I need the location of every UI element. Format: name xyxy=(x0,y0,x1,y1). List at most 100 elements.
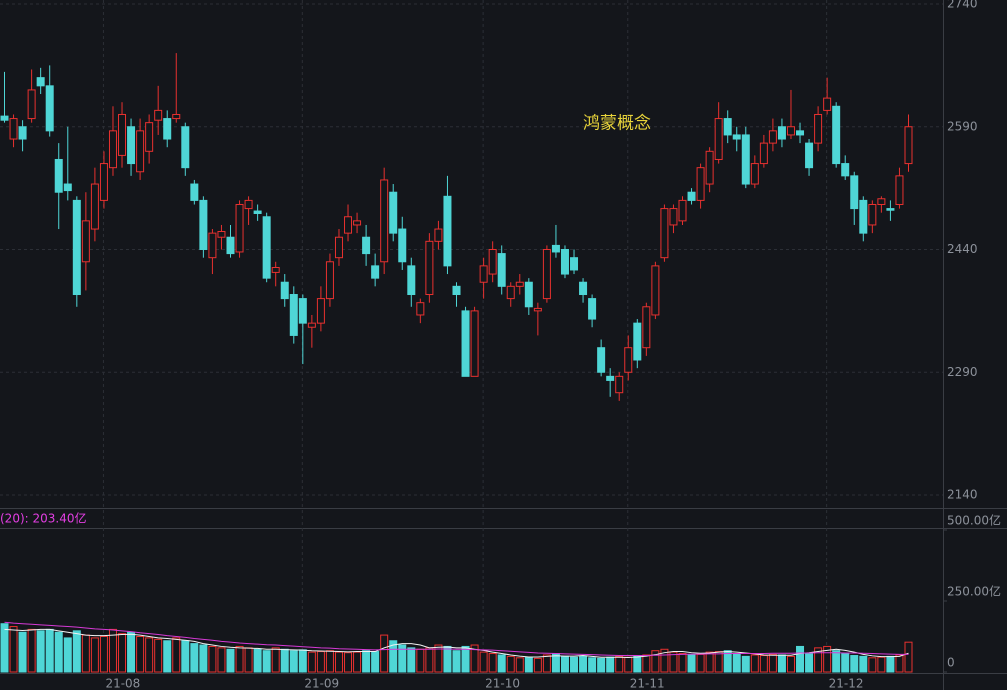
candle-body xyxy=(81,220,90,263)
candle-body xyxy=(425,240,434,296)
volume-bar xyxy=(443,645,452,673)
volume-bar xyxy=(244,647,253,673)
candle-body xyxy=(226,236,235,255)
candle-body xyxy=(181,126,190,169)
volume-bar xyxy=(181,640,190,673)
candle-body xyxy=(18,126,27,140)
x-tick-label: 21-11 xyxy=(630,677,665,690)
candle-body xyxy=(108,130,117,169)
candle-body xyxy=(470,310,479,377)
candle-body xyxy=(886,208,895,211)
volume-bar xyxy=(27,628,36,673)
candle-body xyxy=(36,77,45,87)
candle-body xyxy=(678,199,687,222)
candle-body xyxy=(118,113,127,156)
candle-body xyxy=(687,191,696,201)
candle-body xyxy=(145,122,154,152)
volume-bar xyxy=(506,655,515,673)
candle-body xyxy=(54,158,63,193)
volume-bar xyxy=(154,638,163,673)
volume-bar xyxy=(163,640,172,673)
volume-bar xyxy=(777,654,786,673)
candle-body xyxy=(732,134,741,140)
volume-label: (20): 203.40亿 xyxy=(0,511,86,526)
candle-body xyxy=(334,236,343,259)
candle-body xyxy=(0,115,9,121)
volume-ma-line xyxy=(4,621,909,657)
candle-body xyxy=(353,220,362,226)
candle-body xyxy=(398,228,407,263)
candle-body xyxy=(325,261,334,300)
candle-body xyxy=(904,126,913,165)
volume-bar xyxy=(877,656,886,673)
volume-bar xyxy=(0,623,9,673)
volume-bar xyxy=(768,653,777,673)
candle-body xyxy=(515,281,524,287)
candle-body xyxy=(597,347,606,373)
volume-bar xyxy=(615,655,624,673)
volume-bar xyxy=(280,648,289,673)
volume-bar xyxy=(805,653,814,673)
candle-body xyxy=(524,281,533,308)
volume-bar xyxy=(606,656,615,673)
volume-bar xyxy=(36,630,45,673)
volume-bar xyxy=(316,651,325,673)
candle-body xyxy=(452,285,461,296)
volume-bar xyxy=(172,637,181,673)
volume-bar xyxy=(298,649,307,673)
candle-body xyxy=(280,281,289,300)
candle-body xyxy=(696,167,705,201)
y-tick-label: 2740 xyxy=(947,0,978,11)
candle-body xyxy=(723,118,732,136)
volume-bar xyxy=(524,656,533,673)
volume-bar xyxy=(208,645,217,673)
volume-bar xyxy=(325,650,334,673)
volume-bar xyxy=(407,647,416,673)
volume-bar xyxy=(145,637,154,673)
volume-bar xyxy=(714,651,723,673)
candle-body xyxy=(136,130,145,173)
volume-bar xyxy=(461,645,470,673)
candle-body xyxy=(253,210,262,214)
volume-bar xyxy=(786,655,795,673)
candle-body xyxy=(271,267,280,273)
candle-body xyxy=(759,142,768,165)
volume-bar xyxy=(741,655,750,673)
candle-body xyxy=(714,118,723,160)
y-tick-label: 2140 xyxy=(947,488,978,502)
candle-body xyxy=(262,216,271,279)
candle-body xyxy=(154,109,163,121)
candle-body xyxy=(389,191,398,234)
candle-body xyxy=(380,179,389,263)
volume-bar xyxy=(136,636,145,673)
volume-bar xyxy=(895,654,904,673)
volume-bar xyxy=(334,651,343,673)
candle-body xyxy=(570,257,579,271)
candle-body xyxy=(868,203,877,226)
volume-bar xyxy=(416,648,425,673)
volume-bar xyxy=(271,647,280,673)
candle-body xyxy=(244,199,253,210)
y-tick-label: 2440 xyxy=(947,242,978,256)
candle-body xyxy=(289,294,298,336)
volume-bar xyxy=(389,640,398,673)
volume-bar xyxy=(633,655,642,673)
volume-bar xyxy=(678,653,687,673)
candle-body xyxy=(443,195,452,267)
x-tick-label: 21-12 xyxy=(829,677,864,690)
volume-bar xyxy=(54,631,63,673)
volume-bar xyxy=(823,645,832,673)
candle-body xyxy=(172,113,181,120)
candle-body xyxy=(606,375,615,381)
candle-body xyxy=(9,118,18,140)
volume-bar xyxy=(362,650,371,673)
volume-bar xyxy=(542,654,551,673)
volume-bar xyxy=(118,633,127,673)
candle-body xyxy=(479,265,488,283)
volume-bar xyxy=(353,651,362,673)
candle-body xyxy=(208,232,217,259)
candle-body xyxy=(560,249,569,275)
candle-body xyxy=(823,97,832,111)
candle-body xyxy=(542,249,551,300)
